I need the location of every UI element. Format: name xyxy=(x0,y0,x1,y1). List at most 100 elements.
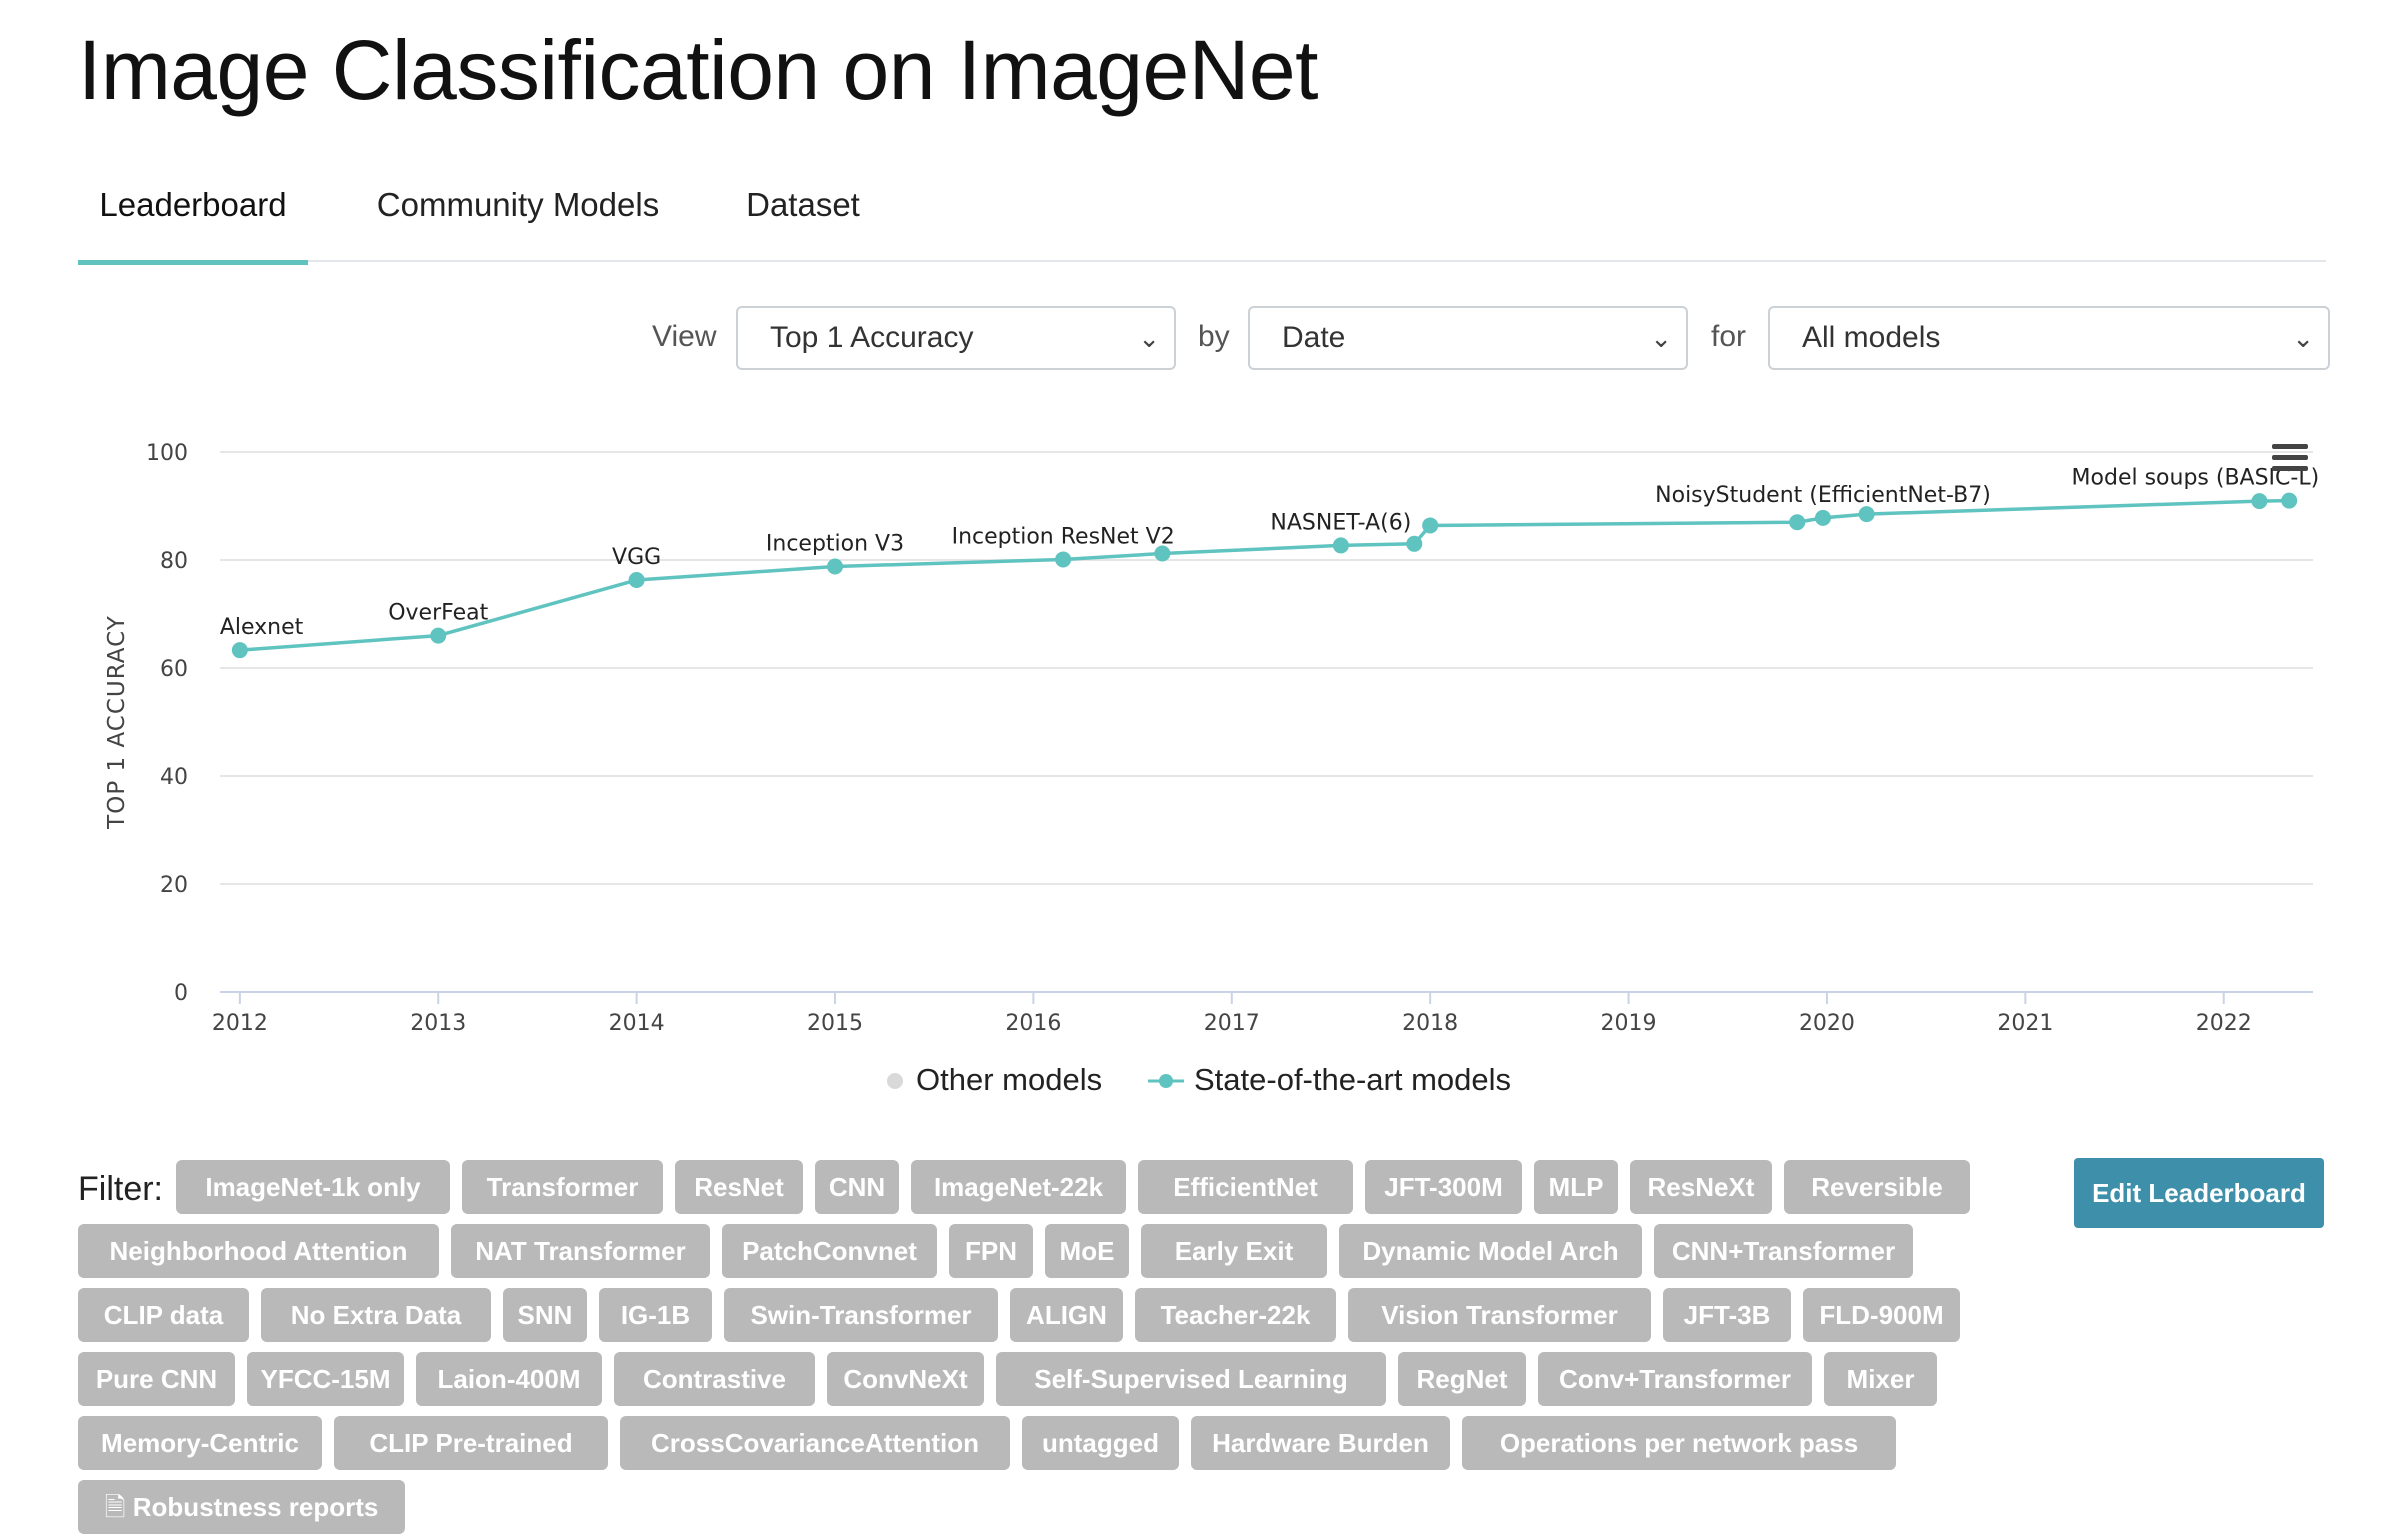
view-label: View xyxy=(652,320,717,353)
filter-tag-label: CNN xyxy=(828,1172,886,1202)
filter-tag[interactable]: Teacher-22k xyxy=(1135,1288,1336,1342)
filter-tag[interactable]: No Extra Data xyxy=(261,1288,491,1342)
chevron-down-icon: ⌄ xyxy=(1138,323,1160,353)
filter-tag-label: CrossCovarianceAttention xyxy=(651,1428,979,1458)
point-label: Inception V3 xyxy=(766,531,904,556)
y-tick-label: 20 xyxy=(160,873,188,898)
sota-series-line xyxy=(239,498,2290,652)
filter-tag[interactable]: CNN+Transformer xyxy=(1654,1224,1913,1278)
filter-tag-label: Swin-Transformer xyxy=(750,1300,972,1330)
filter-tag[interactable]: Laion-400M xyxy=(416,1352,602,1406)
filter-tag[interactable]: Vision Transformer xyxy=(1348,1288,1651,1342)
filter-tag[interactable]: FLD-900M xyxy=(1803,1288,1960,1342)
filter-tag[interactable]: 🗎 Robustness reports xyxy=(78,1480,405,1534)
filter-tag[interactable]: MLP xyxy=(1534,1160,1618,1214)
filter-tag-label: FLD-900M xyxy=(1819,1300,1944,1330)
filter-tag[interactable]: Mixer xyxy=(1824,1352,1937,1406)
filter-tag[interactable]: ImageNet-1k only xyxy=(176,1160,450,1214)
filter-tag[interactable]: Neighborhood Attention xyxy=(78,1224,439,1278)
filter-tag-label: ImageNet-22k xyxy=(933,1172,1104,1202)
legend-other-models[interactable]: Other models xyxy=(884,1062,1102,1098)
document-icon: 🗎 xyxy=(104,1492,133,1522)
filter-tag[interactable]: RegNet xyxy=(1398,1352,1526,1406)
filter-tag[interactable]: Swin-Transformer xyxy=(724,1288,998,1342)
filter-tag-label: MoE xyxy=(1059,1236,1115,1266)
filter-tag[interactable]: ResNeXt xyxy=(1630,1160,1772,1214)
filter-tag[interactable]: CLIP data xyxy=(78,1288,249,1342)
filter-tag-label: untagged xyxy=(1042,1428,1159,1458)
point-label: NoisyStudent (EfficientNet-B7) xyxy=(1655,483,1991,508)
data-point xyxy=(1422,517,1439,534)
x-tick-label: 2012 xyxy=(212,1011,268,1036)
filter-tag[interactable]: Contrastive xyxy=(614,1352,815,1406)
y-tick-label: 60 xyxy=(160,657,188,682)
filter-tag[interactable]: SNN xyxy=(503,1288,587,1342)
filter-tag-label: Contrastive xyxy=(642,1364,787,1394)
y-tick-label: 100 xyxy=(146,441,188,466)
filter-tag-label: YFCC-15M xyxy=(260,1364,391,1394)
data-point xyxy=(1406,535,1423,552)
x-tick-label: 2015 xyxy=(807,1011,863,1036)
filter-tag[interactable]: Self-Supervised Learning xyxy=(996,1352,1386,1406)
filter-tag[interactable]: Operations per network pass xyxy=(1462,1416,1896,1470)
for-select[interactable]: All models ⌄ xyxy=(1768,306,2330,370)
filter-tag[interactable]: EfficientNet xyxy=(1138,1160,1353,1214)
point-label: Alexnet xyxy=(220,615,304,640)
data-point xyxy=(2251,493,2268,510)
legend-sota-models[interactable]: State-of-the-art models xyxy=(1146,1062,1511,1098)
filter-tag[interactable]: CLIP Pre-trained xyxy=(334,1416,608,1470)
x-tick-label: 2017 xyxy=(1204,1011,1260,1036)
tab-dataset[interactable]: Dataset xyxy=(746,186,860,223)
chart-menu-icon[interactable] xyxy=(2272,444,2308,472)
filter-tag[interactable]: ResNet xyxy=(675,1160,803,1214)
filter-tag[interactable]: Early Exit xyxy=(1141,1224,1327,1278)
by-select[interactable]: Date ⌄ xyxy=(1248,306,1688,370)
filter-tag[interactable]: Conv+Transformer xyxy=(1538,1352,1812,1406)
filter-tag[interactable]: Hardware Burden xyxy=(1191,1416,1450,1470)
filter-tag[interactable]: Transformer xyxy=(462,1160,663,1214)
filter-tag[interactable]: CrossCovarianceAttention xyxy=(620,1416,1010,1470)
filter-tag[interactable]: CNN xyxy=(815,1160,899,1214)
point-label: OverFeat xyxy=(388,601,488,626)
filter-tag-label: CLIP data xyxy=(103,1300,224,1330)
x-tick-label: 2018 xyxy=(1402,1011,1458,1036)
filter-tag[interactable]: ALIGN xyxy=(1010,1288,1123,1342)
filter-tag[interactable]: untagged xyxy=(1022,1416,1179,1470)
x-tick-label: 2020 xyxy=(1799,1011,1855,1036)
tab-community-models[interactable]: Community Models xyxy=(376,186,660,223)
tab-leaderboard[interactable]: Leaderboard xyxy=(78,160,308,265)
filter-tag[interactable]: YFCC-15M xyxy=(247,1352,404,1406)
filter-tag[interactable]: Dynamic Model Arch xyxy=(1339,1224,1642,1278)
filter-tag-label: Reversible xyxy=(1811,1172,1943,1202)
filter-tag-label: CNN+Transformer xyxy=(1671,1236,1896,1266)
filter-tag-label: EfficientNet xyxy=(1173,1172,1318,1202)
filter-tag[interactable]: JFT-3B xyxy=(1663,1288,1791,1342)
data-point xyxy=(1814,509,1831,526)
filter-tag[interactable]: Pure CNN xyxy=(78,1352,235,1406)
filter-tag-label: Conv+Transformer xyxy=(1559,1364,1791,1394)
filter-tag[interactable]: JFT-300M xyxy=(1365,1160,1522,1214)
filter-tag[interactable]: Memory-Centric xyxy=(78,1416,322,1470)
data-point xyxy=(1789,514,1806,531)
data-point xyxy=(1055,551,1072,568)
x-tick-label: 2019 xyxy=(1601,1011,1657,1036)
for-select-value: All models xyxy=(1802,321,1941,354)
filter-tag-label: ALIGN xyxy=(1026,1300,1107,1330)
filter-tag[interactable]: NAT Transformer xyxy=(451,1224,710,1278)
filter-tag[interactable]: Reversible xyxy=(1784,1160,1970,1214)
edit-leaderboard-button[interactable]: Edit Leaderboard xyxy=(2074,1158,2324,1228)
filter-tag[interactable]: PatchConvnet xyxy=(722,1224,937,1278)
filter-tag-label: FPN xyxy=(965,1236,1017,1266)
view-select[interactable]: Top 1 Accuracy ⌄ xyxy=(736,306,1176,370)
filter-tag-label: JFT-3B xyxy=(1683,1300,1771,1330)
filter-tag-label: ResNet xyxy=(694,1172,784,1202)
filter-tag-label: Pure CNN xyxy=(95,1364,218,1394)
filter-tag-label: No Extra Data xyxy=(290,1300,462,1330)
chevron-down-icon: ⌄ xyxy=(1650,323,1672,353)
filter-tag[interactable]: ConvNeXt xyxy=(827,1352,984,1406)
filter-tag[interactable]: IG-1B xyxy=(599,1288,712,1342)
filter-tag[interactable]: FPN xyxy=(949,1224,1033,1278)
filter-tag[interactable]: ImageNet-22k xyxy=(911,1160,1126,1214)
filter-tag[interactable]: MoE xyxy=(1045,1224,1129,1278)
point-label: NASNET-A(6) xyxy=(1270,510,1411,535)
